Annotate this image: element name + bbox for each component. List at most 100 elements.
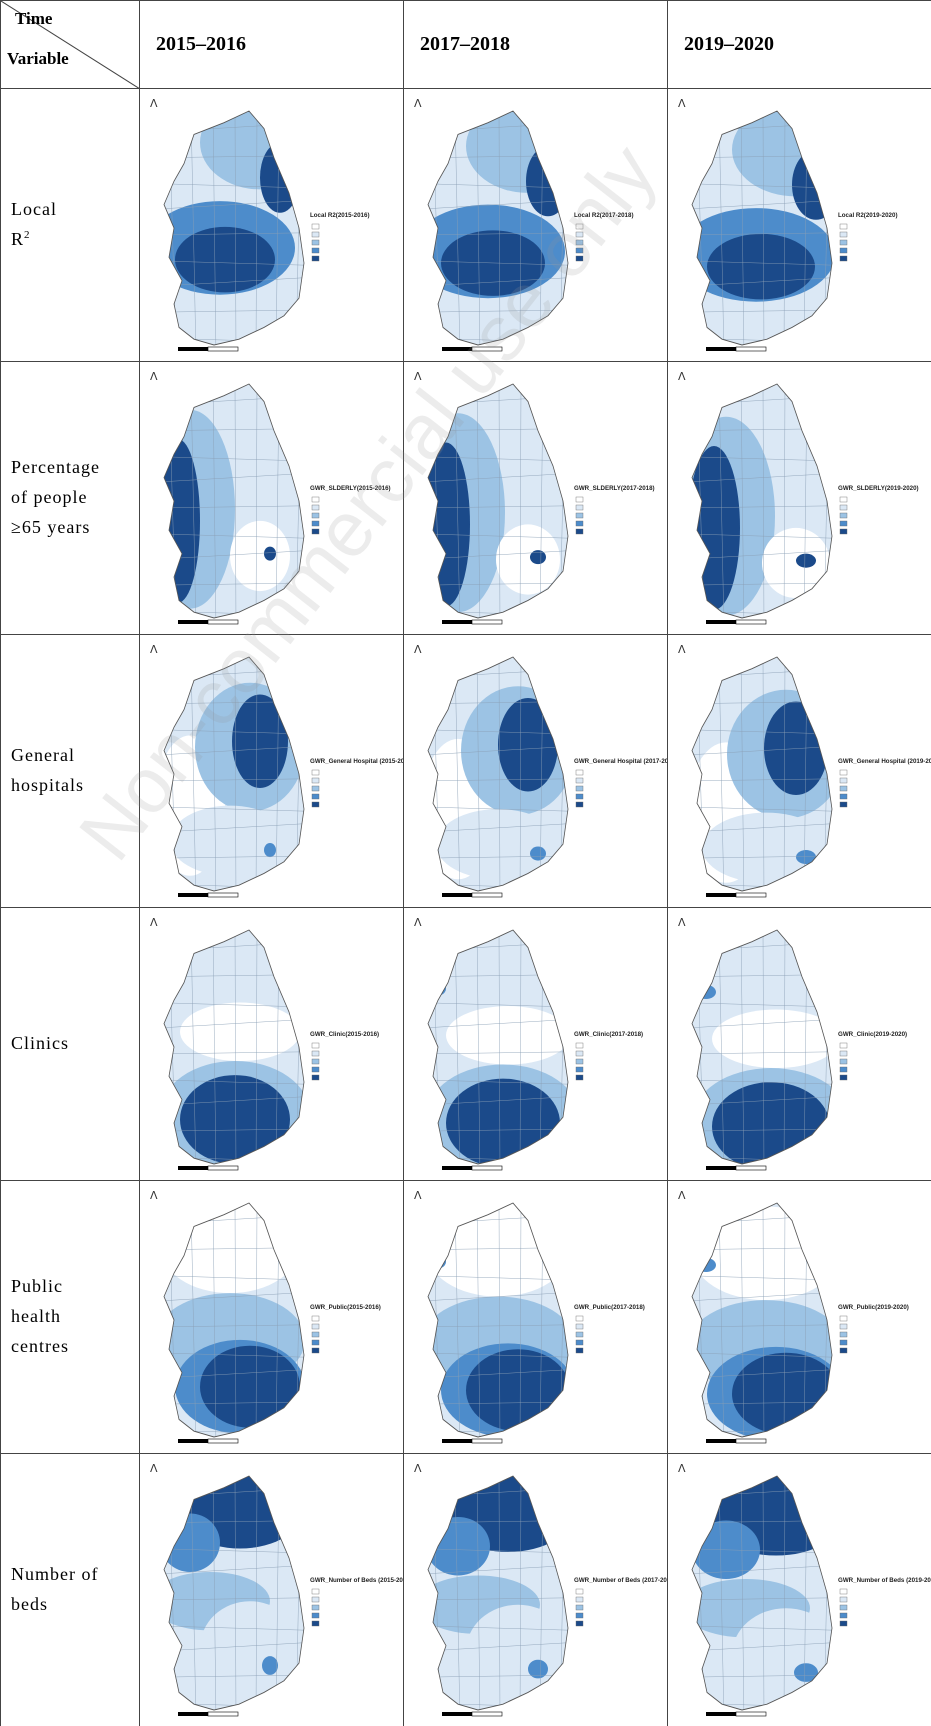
map-fill	[418, 657, 578, 903]
map: Λ GWR_Clinic(2019-2020)	[668, 908, 931, 1180]
scale-bar-white	[472, 1712, 502, 1716]
legend-swatch	[576, 521, 583, 526]
legend-swatch	[576, 497, 583, 502]
row-label-text: ≥65 years	[11, 517, 90, 537]
map-region	[446, 1079, 560, 1168]
legend-title: Local R2(2019-2020)	[838, 212, 898, 219]
map-fill	[682, 930, 850, 1176]
legend-swatch	[840, 248, 847, 253]
scale-bar-white	[472, 620, 502, 624]
corner-cell: TimeVariable	[1, 1, 140, 89]
legend-swatch	[312, 521, 319, 526]
map-group	[416, 1470, 578, 1722]
map-group	[677, 384, 850, 630]
north-arrow: Λ	[414, 1462, 422, 1475]
legend-swatch	[312, 248, 319, 253]
legend-swatch	[576, 1075, 583, 1080]
legend-swatch	[312, 1621, 319, 1626]
map-cell: ΛGWR_Clinic(2015-2016)	[140, 908, 404, 1181]
north-arrow: Λ	[414, 1189, 422, 1202]
scale-bar-black	[706, 620, 736, 624]
legend-swatch	[840, 786, 847, 791]
map-cell: ΛGWR_SLDERLY(2015-2016)	[140, 362, 404, 635]
map-group	[411, 384, 580, 630]
legend-swatch	[840, 240, 847, 245]
map-region	[264, 547, 276, 561]
map-region	[156, 439, 200, 603]
map-group	[682, 930, 850, 1176]
legend-swatch	[840, 1067, 847, 1072]
legend-swatch	[576, 1043, 583, 1048]
map-group	[154, 1199, 314, 1448]
row-label-text: Number of	[11, 1564, 98, 1584]
legend-swatch	[576, 529, 583, 534]
scale-bar-black	[178, 1166, 208, 1170]
map-fill	[682, 1203, 845, 1449]
map-region	[696, 985, 716, 999]
legend-swatch	[312, 1059, 319, 1064]
north-arrow: Λ	[414, 370, 422, 383]
map-fill	[677, 103, 860, 361]
map-group	[418, 657, 578, 903]
scale-bar-white	[472, 347, 502, 351]
legend-swatch	[840, 529, 847, 534]
legend-swatch	[312, 1605, 319, 1610]
map-cell: ΛGWR_General Hospital (2015-2016)	[140, 635, 404, 908]
row-label-line: Local	[11, 195, 139, 225]
legend-swatch	[840, 1059, 847, 1064]
scale-bar-black	[706, 1712, 736, 1716]
map-group	[418, 930, 580, 1176]
map-group	[145, 96, 320, 361]
north-arrow: Λ	[150, 643, 158, 656]
map-region	[436, 809, 560, 879]
legend-swatch	[312, 786, 319, 791]
map-fill	[150, 1467, 314, 1722]
legend-swatch	[840, 1324, 847, 1329]
row-label: Percentageof people≥65 years	[1, 362, 140, 635]
map-region	[200, 96, 320, 190]
map-group	[418, 1203, 578, 1449]
map-cell: Λ GWR_Clinic(2019-2020)	[668, 908, 931, 1181]
row-label-line: Number of	[11, 1560, 139, 1590]
map-region	[792, 150, 840, 220]
map-fill	[418, 1203, 578, 1449]
map-fill	[677, 384, 850, 630]
map-region	[796, 850, 816, 864]
map-cell: ΛGWR_SLDERLY(2017-2018)	[404, 362, 668, 635]
map-region	[430, 1254, 446, 1268]
row-label-text: beds	[11, 1594, 48, 1614]
legend-title: GWR_Clinic(2019-2020)	[838, 1031, 907, 1038]
map-region	[466, 1349, 570, 1431]
map-region	[164, 978, 176, 992]
legend-swatch	[312, 529, 319, 534]
row-label: Clinics	[1, 908, 140, 1181]
row-label: Number of beds	[1, 1454, 140, 1726]
scale-bar-black	[178, 620, 208, 624]
north-arrow: Λ	[678, 1189, 686, 1202]
legend-title: Local R2(2015-2016)	[310, 212, 370, 219]
legend-swatch	[576, 1589, 583, 1594]
map-region	[696, 1258, 716, 1272]
scale-bar-black	[178, 347, 208, 351]
legend-swatch	[576, 256, 583, 261]
row-label-line: of people	[11, 483, 139, 513]
map-region	[796, 554, 816, 568]
legend-swatch	[312, 497, 319, 502]
legend-swatch	[312, 224, 319, 229]
legend-title: GWR_Number of Beds (2015-2016)	[310, 1577, 403, 1584]
legend-swatch	[840, 1075, 847, 1080]
north-arrow: Λ	[678, 370, 686, 383]
scale-bar-white	[736, 620, 766, 624]
north-arrow: Λ	[150, 1189, 158, 1202]
map: ΛGWR_General Hospital (2017-2018)	[404, 635, 667, 907]
legend-title: GWR_Number of Beds (2017-2018)	[574, 1577, 667, 1584]
legend-swatch	[576, 248, 583, 253]
map-fill	[154, 1199, 314, 1448]
scale-bar-black	[178, 893, 208, 897]
map-cell: Λ GWR_Number of Beds (2017-2018)	[404, 1454, 668, 1726]
legend-title: GWR_Public(2017-2018)	[574, 1304, 645, 1311]
map-cell: Λ GWR_Public(2017-2018)	[404, 1181, 668, 1454]
north-arrow: Λ	[678, 916, 686, 929]
legend-swatch	[576, 1316, 583, 1321]
legend-swatch	[312, 1067, 319, 1072]
